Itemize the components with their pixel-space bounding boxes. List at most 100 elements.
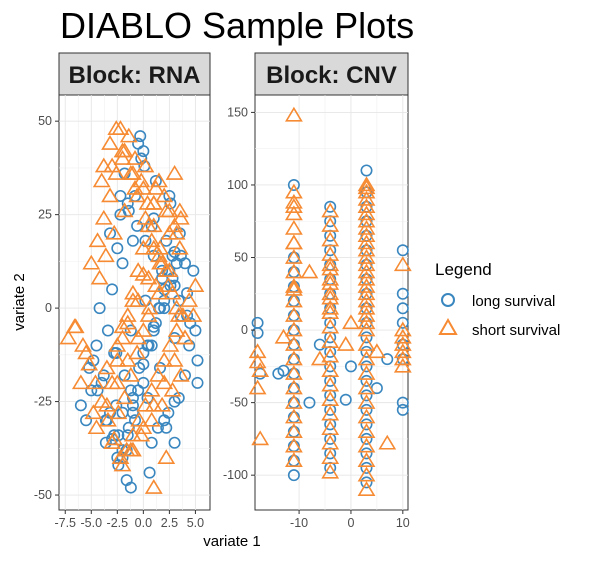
point-short-survival [284, 234, 303, 250]
point-short-survival [284, 277, 303, 293]
point-long-survival [396, 403, 409, 416]
point-short-survival [142, 381, 161, 397]
point-short-survival [357, 466, 376, 482]
point-short-survival [321, 246, 340, 261]
point-short-survival [160, 262, 179, 278]
point-short-survival [248, 379, 267, 395]
point-short-survival [103, 434, 122, 450]
point-long-survival [126, 391, 139, 404]
point-short-survival [321, 318, 340, 334]
point-short-survival [357, 179, 376, 195]
point-short-survival [284, 423, 303, 438]
point-short-survival [321, 217, 340, 232]
point-short-survival [357, 263, 376, 279]
point-short-survival [159, 277, 178, 292]
point-short-survival [167, 321, 186, 337]
point-short-survival [139, 269, 158, 285]
point-short-survival [321, 347, 340, 363]
point-short-survival [105, 224, 124, 240]
point-short-survival [140, 299, 159, 315]
point-short-survival [357, 285, 376, 301]
point-long-survival [251, 316, 264, 329]
point-short-survival [284, 350, 303, 366]
y-tick-label: 0 [241, 323, 248, 337]
point-short-survival [113, 329, 132, 345]
x-tick-label: -10 [290, 516, 308, 530]
y-axis-label: variate 2 [11, 273, 28, 331]
point-long-survival [116, 257, 129, 270]
point-short-survival [142, 411, 161, 427]
point-short-survival [284, 437, 303, 453]
point-short-survival [357, 307, 376, 322]
x-tick-label: -2.5 [107, 516, 129, 530]
point-long-survival [339, 393, 352, 406]
point-short-survival [284, 408, 303, 424]
point-long-survival [83, 361, 96, 374]
point-short-survival [357, 481, 376, 496]
x-tick-label: 10 [396, 516, 410, 530]
point-short-survival [357, 350, 376, 366]
point-short-survival [139, 217, 158, 233]
point-short-survival [65, 318, 84, 334]
point-long-survival [168, 332, 181, 345]
point-short-survival [284, 365, 303, 380]
point-long-survival [360, 403, 373, 416]
point-long-survival [287, 178, 300, 191]
point-short-survival [157, 449, 176, 464]
point-short-survival [150, 247, 168, 263]
point-short-survival [115, 389, 134, 405]
point-short-survival [128, 344, 147, 360]
y-tick-label: 150 [227, 105, 248, 119]
point-short-survival [393, 350, 412, 366]
point-short-survival [357, 408, 376, 424]
x-tick-label: 0 [347, 516, 354, 530]
point-short-survival [157, 202, 176, 218]
point-short-survival [357, 219, 376, 235]
x-tick-label: 0.0 [135, 516, 152, 530]
legend-triangle-icon [438, 317, 458, 335]
point-long-survival [91, 384, 104, 397]
point-short-survival [163, 381, 182, 397]
point-short-survival [108, 336, 127, 352]
point-short-survival [118, 351, 137, 367]
point-short-survival [155, 187, 174, 203]
point-short-survival [134, 179, 153, 195]
point-short-survival [108, 351, 127, 367]
point-short-survival [284, 219, 303, 235]
point-short-survival [113, 318, 132, 334]
point-short-survival [121, 441, 140, 457]
panel-cnv-points [248, 106, 412, 496]
y-tick-label: -100 [223, 468, 248, 482]
point-long-survival [143, 466, 156, 479]
point-long-survival [85, 384, 98, 397]
point-short-survival [357, 248, 376, 264]
point-short-survival [118, 307, 137, 322]
point-short-survival [109, 404, 128, 420]
point-short-survival [321, 434, 340, 450]
point-long-survival [360, 476, 373, 489]
panel-rna-y-ticks: -50 -25 0 25 50 [34, 114, 59, 502]
point-long-survival [124, 384, 137, 397]
point-long-survival [141, 339, 154, 352]
point-short-survival [176, 329, 194, 345]
point-long-survival [360, 360, 373, 373]
point-long-survival [277, 364, 290, 377]
point-long-survival [149, 317, 162, 330]
point-short-survival [321, 260, 340, 276]
point-short-survival [113, 150, 132, 165]
legend: Legend long survival short survival [435, 260, 560, 339]
point-short-survival [321, 420, 340, 436]
point-long-survival [124, 481, 137, 494]
point-short-survival [134, 321, 153, 337]
point-short-survival [284, 198, 303, 214]
point-short-survival [357, 270, 376, 286]
point-short-survival [357, 190, 376, 206]
legend-item-short-survival: short survival [472, 322, 560, 339]
panel-rna-points [59, 120, 205, 494]
legend-title: Legend [435, 260, 492, 279]
point-short-survival [144, 194, 163, 210]
point-short-survival [155, 374, 174, 390]
point-short-survival [284, 394, 303, 409]
point-short-survival [248, 343, 267, 359]
point-long-survival [396, 316, 409, 329]
